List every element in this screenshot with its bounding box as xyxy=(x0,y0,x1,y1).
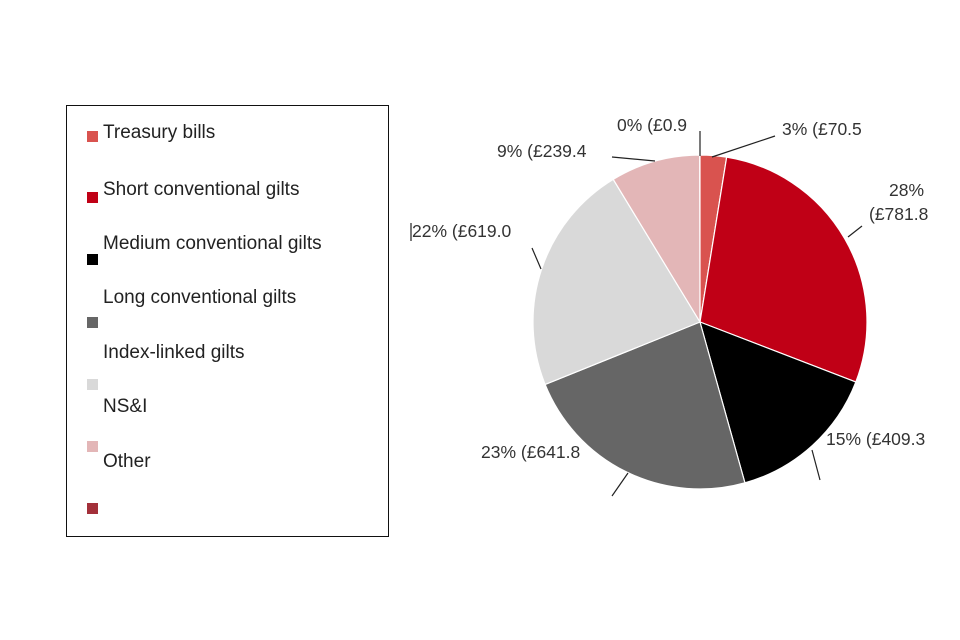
slice-label-medium-conventional-gilts: 15% (£409.3 xyxy=(826,429,925,449)
legend-swatch-5 xyxy=(87,441,98,452)
pie-slice-long-conventional-gilts xyxy=(544,321,746,490)
legend-label-short-conventional-gilts: Short conventional gilts xyxy=(103,179,300,200)
slice-label-treasury-bills: 3% (£70.5 xyxy=(782,119,862,139)
leader-line-1 xyxy=(711,135,776,158)
leader-line-7 xyxy=(611,472,629,497)
leader-line-5 xyxy=(531,247,542,270)
legend-label-nsi: NS&I xyxy=(103,396,148,417)
legend-swatch-0 xyxy=(87,131,98,142)
leader-line-3 xyxy=(847,225,863,238)
legend-label-other: Other xyxy=(103,451,151,472)
slice-label-short-conventional-gilts-line-1: 28% xyxy=(889,180,924,200)
legend-swatch-4 xyxy=(87,379,98,390)
leader-line-2 xyxy=(611,156,656,162)
legend-label-medium-conventional-gilts: Medium conventional gilts xyxy=(103,233,322,254)
pie-slice-medium-conventional-gilts xyxy=(699,321,857,484)
legend-label-index-linked-gilts: Index-linked gilts xyxy=(103,342,245,363)
pie-slice-index-linked-gilts xyxy=(532,178,701,386)
slice-label-nsi: 9% (£239.4 xyxy=(497,141,587,161)
legend-swatch-1 xyxy=(87,192,98,203)
leader-line-6 xyxy=(811,449,821,481)
pie-slice-short-conventional-gilts xyxy=(699,156,868,383)
slice-label-index-linked-gilts: 22% (£619.0 xyxy=(412,221,512,241)
legend-swatch-2 xyxy=(87,254,98,265)
slice-label-short-conventional-gilts-line-2: (£781.8 xyxy=(869,204,928,224)
legend-label-treasury-bills: Treasury bills xyxy=(103,122,216,143)
slice-label-long-conventional-gilts: 23% (£641.8 xyxy=(481,442,580,462)
legend: Treasury bills Short conventional gilts … xyxy=(66,105,389,537)
legend-label-long-conventional-gilts: Long conventional gilts xyxy=(103,287,297,308)
legend-swatch-3 xyxy=(87,317,98,328)
legend-swatch-6 xyxy=(87,503,98,514)
slice-label-other: 0% (£0.9 xyxy=(617,115,687,135)
